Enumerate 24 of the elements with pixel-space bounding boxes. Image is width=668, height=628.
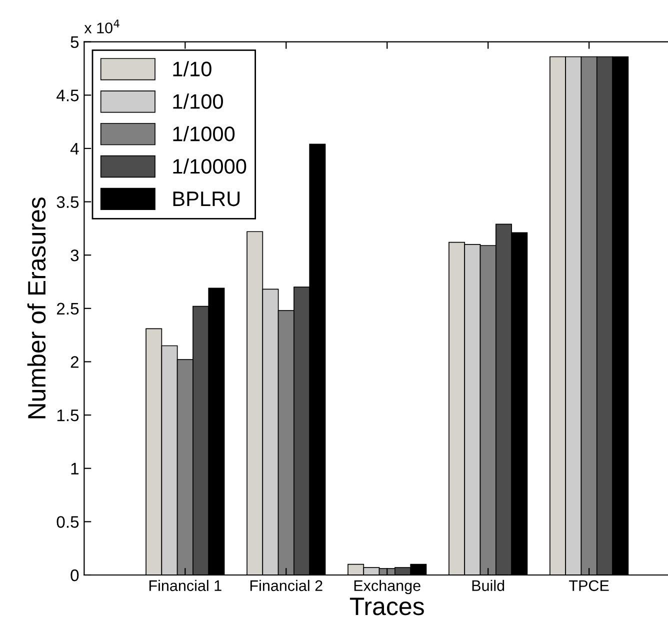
legend-label: 1/10 [173, 61, 212, 76]
y-tick-label: 0 [70, 569, 79, 582]
y-tick-label: 1 [71, 462, 78, 474]
y-axis-title: Number of Erasures [27, 197, 46, 418]
legend-label: BPLRU [173, 192, 240, 206]
x-tick-label: Exchange [354, 580, 420, 594]
x-axis-title: Traces [350, 598, 424, 616]
text: x 10$^{4}$ [84, 20, 120, 34]
y-tick-label: 1.5 [57, 410, 79, 422]
y-tick-label: 3.5 [56, 196, 79, 208]
x-tick-label: Financial 2 [250, 580, 322, 592]
y-tick-label: 0.5 [56, 516, 79, 528]
y-tick-label: 4 [70, 143, 79, 154]
legend-label: 1/10000 [173, 158, 246, 174]
y-tick-label: 5 [70, 36, 79, 48]
x-tick-label: Build [472, 580, 504, 592]
x-tick-label: Financial 1 [149, 580, 222, 592]
y-tick-label: 3 [70, 249, 79, 262]
x-tick-label: TPCE [569, 580, 609, 592]
y-tick-label: 2.5 [56, 302, 79, 315]
legend-label: 1/1000 [173, 126, 235, 142]
y-tick-label: 4.5 [56, 90, 79, 102]
y-tick-label: 2 [70, 356, 78, 368]
legend-label: 1/100 [173, 94, 223, 109]
